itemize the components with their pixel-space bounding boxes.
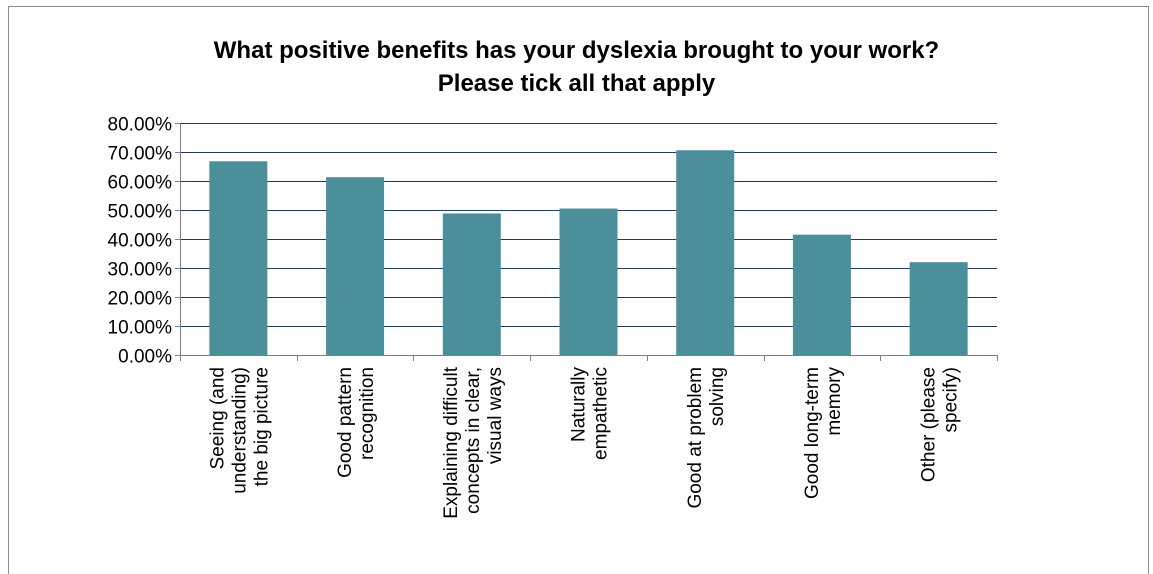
y-tick-label: 70.00% [108,144,173,165]
x-category-label: understanding) [229,367,250,494]
x-category-label: visual ways [485,367,506,464]
bar [559,208,618,355]
x-category-label: specify) [941,367,962,432]
bar [326,177,385,355]
x-category-labels: Seeing (and understanding) the big picture… [207,366,961,518]
y-tick-label: 20.00% [108,289,173,310]
axes [175,123,998,361]
x-category-label: Good long-term [802,367,823,499]
x-category-label: solving [707,367,728,426]
bar [909,262,968,355]
y-tick-labels: 0.00% 10.00% 20.00% 30.00% 40.00% 50.00% 60.00… [108,115,173,368]
bar [792,234,851,355]
x-category-label: Naturally [569,367,590,442]
bars [209,150,968,355]
x-category-label: recognition [357,367,378,460]
y-tick-label: 30.00% [108,260,173,281]
x-category-label: Other (please [919,367,940,482]
x-category-label: Seeing (and [207,367,228,469]
chart-title: What positive benefits has your dyslexia… [0,34,1153,100]
x-category-label: concepts in clear, [463,367,484,514]
x-category-label: Good at problem [685,367,706,509]
x-category-label: Explaining difficult [441,366,462,518]
y-tick-label: 0.00% [118,347,172,368]
bar [209,161,268,355]
y-tick-label: 40.00% [108,231,173,252]
x-category-label: empathetic [591,367,612,460]
bar [676,150,735,355]
y-tick-label: 80.00% [108,115,173,136]
x-category-label: the big picture [251,367,272,486]
chart-title-line-2: Please tick all that apply [437,70,716,97]
bar [442,213,501,355]
x-category-label: memory [824,367,845,436]
x-category-label: Good pattern [335,367,356,478]
y-tick-label: 60.00% [108,173,173,194]
chart-title-line-1: What positive benefits has your dyslexia… [213,37,940,64]
y-tick-label: 50.00% [108,202,173,223]
y-tick-label: 10.00% [108,318,173,339]
